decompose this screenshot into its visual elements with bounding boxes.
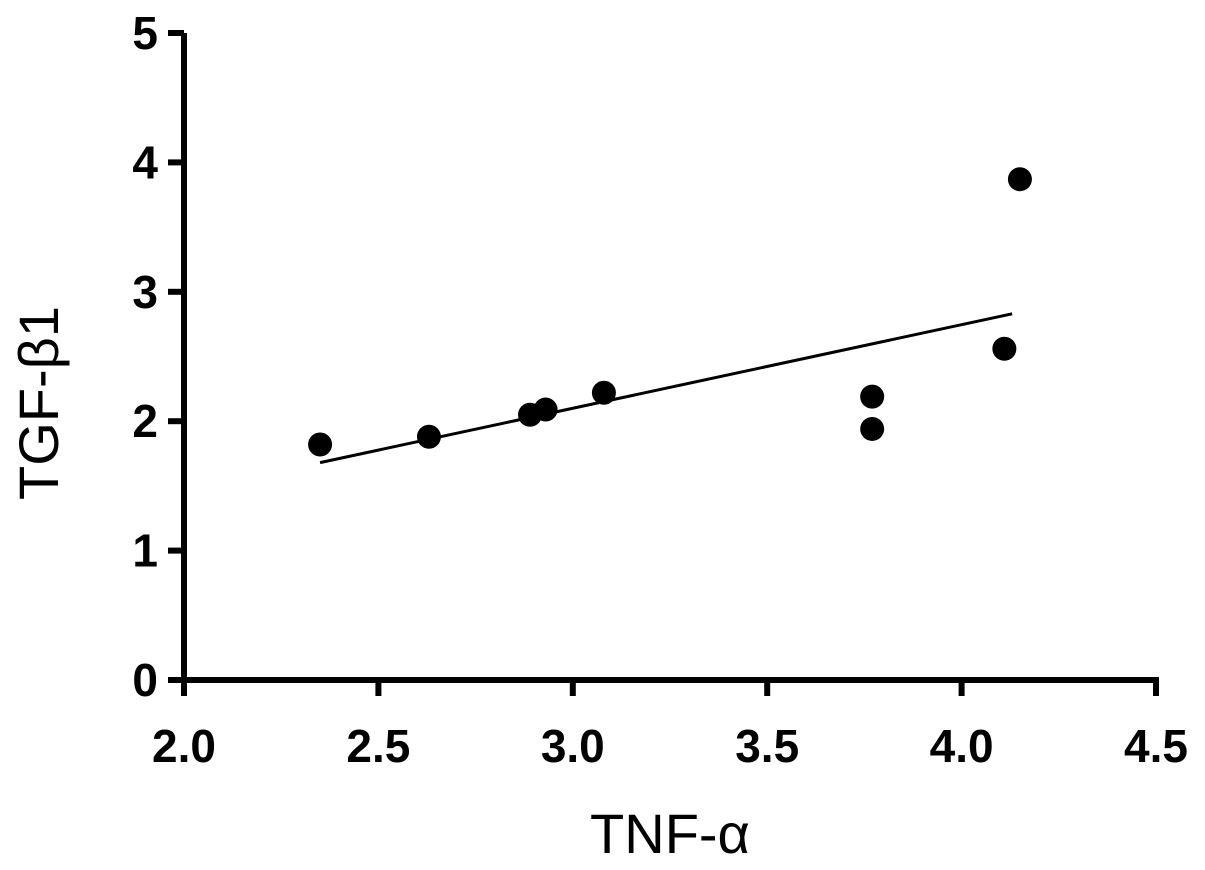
data-points: [308, 167, 1032, 457]
data-point: [860, 416, 885, 441]
y-tick-label: 5: [132, 7, 158, 59]
data-point: [533, 397, 558, 422]
y-axis-title: TGF-β1: [7, 306, 70, 500]
data-point: [416, 424, 441, 449]
data-point: [992, 336, 1017, 361]
x-tick-label: 3.0: [541, 720, 605, 772]
data-point: [1007, 167, 1032, 192]
data-point: [860, 384, 885, 409]
x-tick-label: 3.5: [735, 720, 799, 772]
x-tick-label: 4.0: [930, 720, 994, 772]
x-tick-label: 2.5: [346, 720, 410, 772]
y-tick-label: 4: [132, 136, 158, 188]
data-point: [591, 380, 616, 405]
axes: [181, 33, 1159, 683]
y-tick-label: 1: [132, 525, 158, 577]
x-axis-title: TNF-α: [590, 802, 750, 865]
y-tick-label: 2: [132, 395, 158, 447]
x-tick-label: 4.5: [1124, 720, 1188, 772]
data-point: [308, 432, 333, 457]
ticks: 2.0 2.5 3.0 3.5 4.0 4.5 0 1 2 3 4 5: [132, 7, 1188, 772]
x-tick-label: 2.0: [152, 720, 216, 772]
y-tick-label: 0: [132, 654, 158, 706]
y-tick-label: 3: [132, 266, 158, 318]
